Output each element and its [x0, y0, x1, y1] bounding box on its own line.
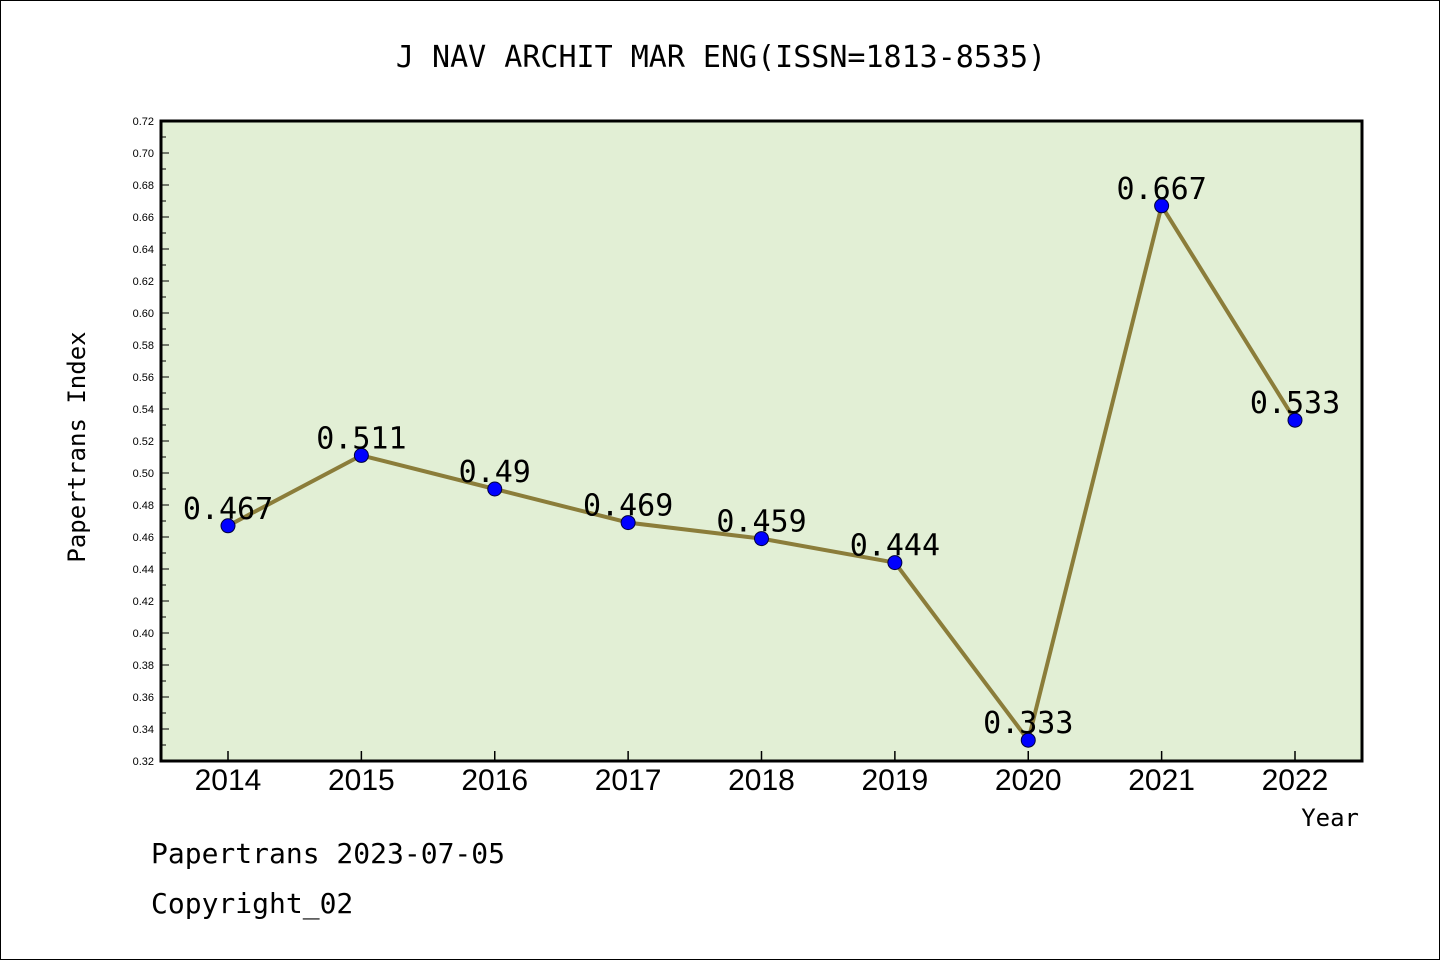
y-tick-label: 0.72	[133, 116, 154, 128]
y-tick-label: 0.56	[133, 372, 154, 384]
footer-copyright-line: Copyright_02	[151, 887, 354, 920]
x-axis: 2014 2015 2016 2017 2018 2019 2020 2021 2022	[195, 751, 1329, 797]
y-tick-label: 0.32	[133, 756, 154, 768]
data-point	[1287, 412, 1303, 428]
plot-frame	[159, 119, 1364, 763]
y-tick-label: 0.34	[133, 724, 154, 736]
y-axis: 0.32 0.34 0.36 0.38 0.40 0.42 0.44 0.46 0.48 0.50…	[133, 116, 169, 768]
data-point	[620, 515, 636, 531]
y-tick-label: 0.60	[133, 308, 154, 320]
y-tick-label: 0.52	[133, 436, 154, 448]
plot-area	[161, 121, 1362, 761]
y-tick-label: 0.50	[133, 468, 154, 480]
y-tick-label: 0.58	[133, 340, 154, 352]
footer-date-line: Papertrans 2023-07-05	[151, 837, 506, 870]
data-point	[220, 518, 236, 534]
data-point	[487, 481, 503, 497]
y-tick-label: 0.38	[133, 660, 154, 672]
series-layer	[220, 198, 1303, 748]
x-tick-label: 2020	[995, 764, 1062, 797]
data-label: 0.533	[1250, 386, 1340, 421]
data-point	[754, 531, 769, 547]
data-label: 0.333	[983, 706, 1073, 741]
y-axis-label: Papertrans Index	[63, 331, 91, 562]
data-label-layer: 0.467 0.511 0.49 0.469 0.459 0.444 0.333 0.667 0…	[183, 172, 1340, 741]
y-tick-label: 0.64	[133, 244, 154, 256]
y-tick-label: 0.68	[133, 180, 154, 192]
data-label: 0.469	[583, 489, 673, 524]
data-point	[1154, 198, 1170, 214]
x-tick-label: 2018	[728, 764, 795, 797]
data-label: 0.49	[459, 455, 531, 490]
y-tick-label: 0.36	[133, 692, 154, 704]
y-tick-label: 0.40	[133, 628, 154, 640]
chart-title: J NAV ARCHIT MAR ENG(ISSN=1813-8535)	[396, 40, 1046, 75]
x-tick-label: 2022	[1262, 764, 1329, 797]
y-tick-label: 0.54	[133, 404, 154, 416]
data-point	[1020, 732, 1036, 748]
x-tick-label: 2019	[862, 764, 929, 797]
x-tick-label: 2015	[328, 764, 395, 797]
data-label: 0.459	[716, 505, 806, 540]
y-tick-label: 0.46	[133, 532, 154, 544]
data-label: 0.444	[850, 529, 940, 564]
data-point	[887, 555, 903, 571]
y-tick-label: 0.42	[133, 596, 154, 608]
y-tick-label: 0.66	[133, 212, 154, 224]
y-tick-label: 0.62	[133, 276, 154, 288]
x-tick-label: 2021	[1128, 764, 1195, 797]
y-tick-label: 0.70	[133, 148, 154, 160]
y-tick-label: 0.48	[133, 500, 154, 512]
x-tick-label: 2017	[595, 764, 662, 797]
x-tick-label: 2014	[195, 764, 262, 797]
x-axis-label: Year	[1301, 804, 1359, 832]
data-point	[353, 447, 369, 463]
data-label: 0.667	[1116, 172, 1206, 207]
x-tick-label: 2016	[461, 764, 528, 797]
data-label: 0.467	[183, 492, 273, 527]
y-tick-label: 0.44	[133, 564, 154, 576]
data-label: 0.511	[316, 421, 406, 456]
